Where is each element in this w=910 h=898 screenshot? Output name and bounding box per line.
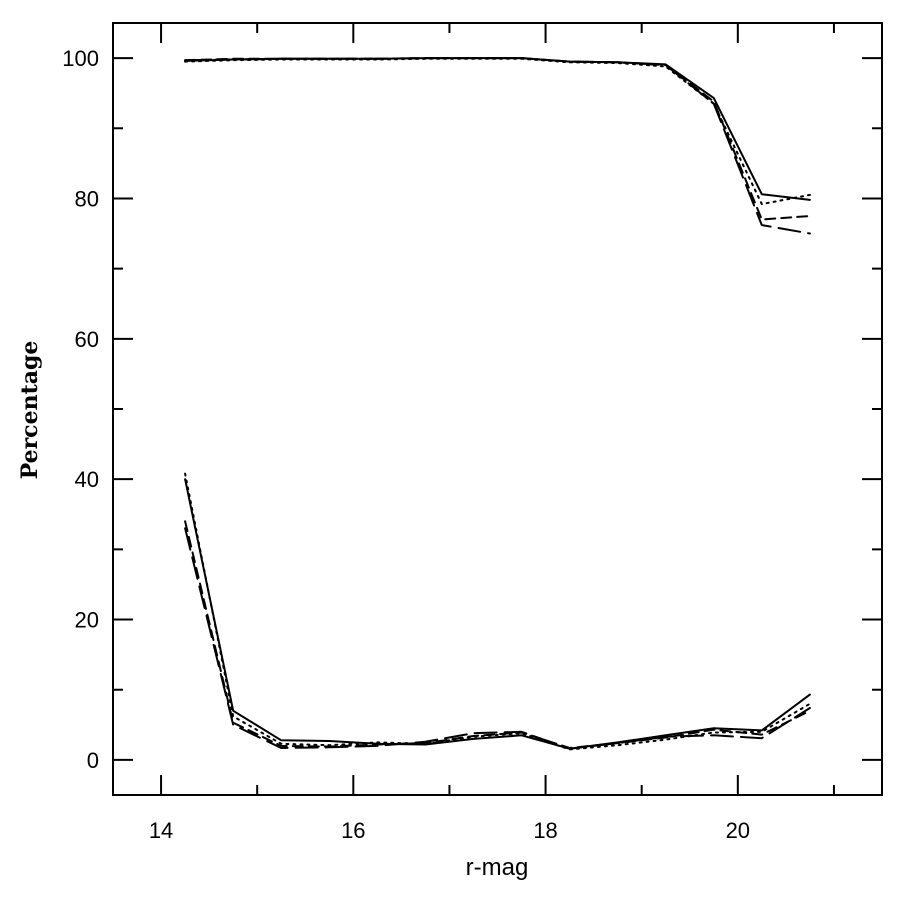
y-tick-label: 60 (75, 327, 99, 352)
labels-layer: 14 16 18 20 0 20 40 60 80 100 (62, 46, 750, 843)
x-tick-label: 20 (726, 818, 750, 843)
ticks-layer (113, 23, 882, 795)
series-line-lower-dashed (184, 520, 811, 749)
y-tick-label: 0 (87, 748, 99, 773)
y-tick-label: 40 (75, 467, 99, 492)
series-line-lower-dotted (184, 472, 811, 751)
x-tick-label: 16 (341, 818, 365, 843)
y-tick-label: 80 (75, 186, 99, 211)
series-line-lower-solid (184, 478, 811, 750)
x-tick-label: 14 (149, 818, 173, 843)
y-tick-label: 20 (75, 608, 99, 633)
x-axis-title: r-mag (466, 854, 529, 881)
y-axis-title: Percentage (17, 341, 43, 480)
series-line-upper-long-dashed (184, 57, 811, 235)
series-line-upper-dotted (184, 57, 811, 206)
series-line-upper-solid (184, 57, 811, 201)
x-tick-label: 18 (533, 818, 557, 843)
series-line-upper-dashed (184, 57, 811, 221)
series-line-lower-long-dashed (184, 527, 811, 750)
series-layer (184, 57, 811, 751)
plot-frame (112, 22, 883, 796)
y-tick-label: 100 (62, 46, 99, 71)
